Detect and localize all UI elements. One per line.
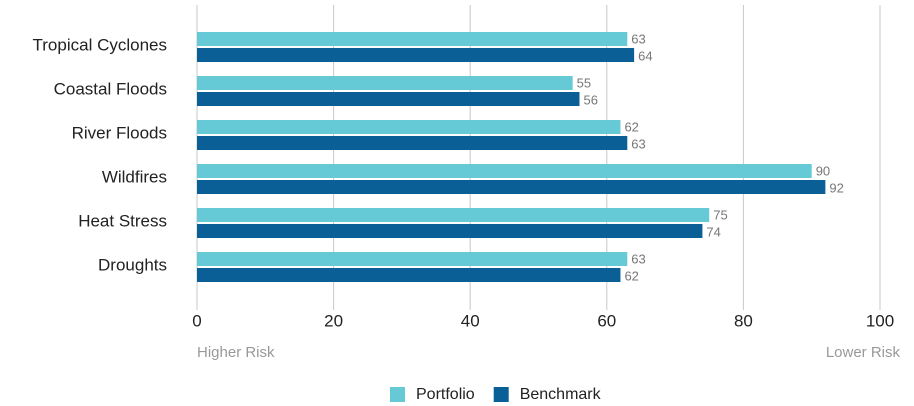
bar bbox=[197, 32, 628, 46]
bar bbox=[197, 180, 826, 194]
bar bbox=[197, 224, 703, 238]
legend-swatch bbox=[493, 387, 509, 402]
x-tick-label: 80 bbox=[734, 311, 753, 330]
annotation: Higher Risk bbox=[197, 344, 275, 361]
value-label: 64 bbox=[638, 48, 652, 63]
x-tick-label: 0 bbox=[192, 311, 201, 330]
legend-label: Portfolio bbox=[416, 386, 475, 403]
bar bbox=[197, 136, 628, 150]
x-tick-label: 20 bbox=[324, 311, 343, 330]
legend-swatch bbox=[390, 387, 405, 402]
x-tick-label: 100 bbox=[866, 311, 894, 330]
value-label: 90 bbox=[816, 163, 830, 178]
value-label: 55 bbox=[577, 75, 591, 90]
y-tick-label: Droughts bbox=[98, 255, 167, 274]
value-label: 56 bbox=[583, 92, 597, 107]
annotation: Lower Risk bbox=[826, 344, 901, 361]
value-label: 74 bbox=[706, 224, 720, 239]
y-tick-label: Heat Stress bbox=[78, 211, 167, 230]
bar bbox=[197, 268, 621, 282]
y-tick-label: Coastal Floods bbox=[54, 79, 167, 98]
x-tick-label: 40 bbox=[461, 311, 480, 330]
value-label: 63 bbox=[631, 31, 645, 46]
bar bbox=[197, 208, 710, 222]
y-tick-label: Wildfires bbox=[102, 167, 167, 186]
bar bbox=[197, 252, 628, 266]
y-tick-label: Tropical Cyclones bbox=[33, 35, 167, 54]
value-label: 62 bbox=[624, 119, 638, 134]
legend-label: Benchmark bbox=[520, 386, 602, 403]
bar bbox=[197, 164, 812, 178]
value-label: 92 bbox=[829, 180, 843, 195]
bar bbox=[197, 76, 573, 90]
x-tick-label: 60 bbox=[597, 311, 616, 330]
value-label: 75 bbox=[713, 207, 727, 222]
value-label: 62 bbox=[624, 268, 638, 283]
bar bbox=[197, 120, 621, 134]
bar bbox=[197, 48, 635, 62]
value-label: 63 bbox=[631, 251, 645, 266]
bar bbox=[197, 92, 580, 106]
y-tick-label: River Floods bbox=[72, 123, 167, 142]
value-label: 63 bbox=[631, 136, 645, 151]
